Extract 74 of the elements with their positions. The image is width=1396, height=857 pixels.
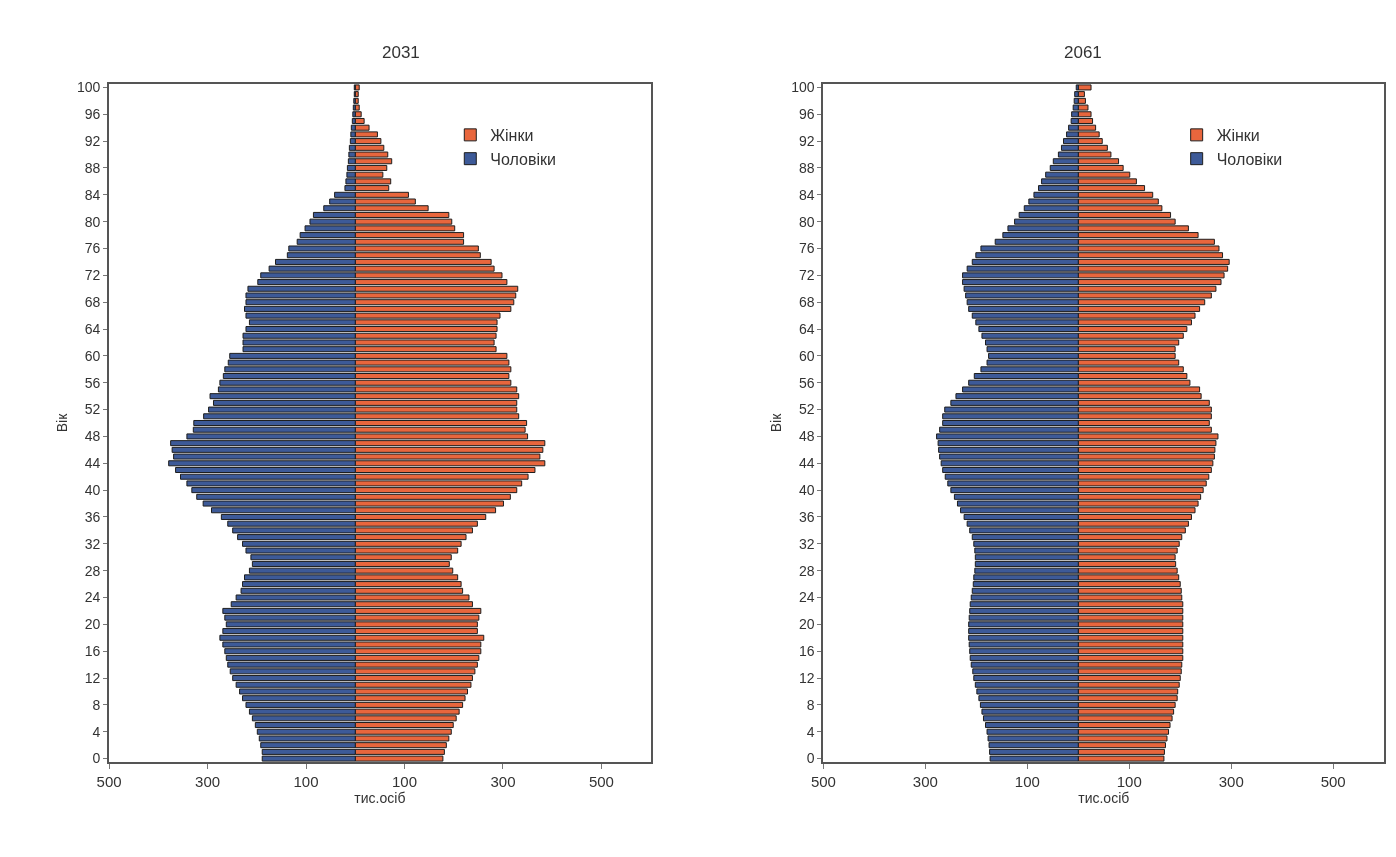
y-tick-label: 8 bbox=[806, 696, 815, 713]
y-tick-label: 96 bbox=[84, 106, 101, 123]
y-tick-label: 0 bbox=[806, 750, 815, 767]
y-tick-label: 96 bbox=[799, 106, 815, 123]
y-tick-label: 100 bbox=[76, 79, 101, 96]
y-tick-label: 28 bbox=[799, 562, 815, 579]
y-tick-label: 64 bbox=[84, 320, 101, 337]
y-tick-label: 100 bbox=[791, 79, 815, 96]
legend-label: Жінки bbox=[1216, 127, 1260, 145]
x-tick-label: 100 bbox=[1014, 772, 1040, 790]
y-tick-label: 24 bbox=[84, 589, 101, 606]
x-tick-label: 500 bbox=[96, 772, 122, 790]
y-tick-label: 36 bbox=[84, 508, 101, 525]
x-tick-label: 500 bbox=[1320, 772, 1346, 790]
y-tick-label: 8 bbox=[92, 696, 101, 713]
x-tick-label: 100 bbox=[391, 772, 418, 790]
x-tick-label: 500 bbox=[588, 772, 614, 790]
y-tick-label: 12 bbox=[84, 669, 101, 686]
y-tick-label: 36 bbox=[799, 508, 815, 525]
y-tick-label: 12 bbox=[799, 669, 815, 686]
y-tick-label: 4 bbox=[92, 723, 101, 740]
y-tick-label: 28 bbox=[84, 562, 101, 579]
y-tick-label: 4 bbox=[806, 723, 815, 740]
y-tick-label: 68 bbox=[84, 294, 101, 311]
chart-title: 2031 bbox=[382, 43, 420, 62]
x-tick-label: 300 bbox=[195, 772, 221, 790]
x-tick-label: 100 bbox=[1116, 772, 1142, 790]
legend-label: Жінки bbox=[490, 127, 534, 145]
x-tick-label: 500 bbox=[810, 772, 836, 790]
y-tick-label: 88 bbox=[799, 159, 815, 176]
x-axis-title: тис.осіб bbox=[354, 789, 406, 806]
y-tick-label: 80 bbox=[84, 213, 101, 230]
y-tick-label: 64 bbox=[799, 320, 815, 337]
chart-title: 2061 bbox=[1064, 43, 1102, 62]
y-tick-label: 68 bbox=[799, 294, 815, 311]
x-axis-title: тис.осіб bbox=[1078, 789, 1130, 806]
y-tick-label: 32 bbox=[84, 535, 101, 552]
y-tick-label: 56 bbox=[799, 374, 815, 391]
y-tick-label: 52 bbox=[799, 401, 815, 418]
y-tick-label: 88 bbox=[84, 159, 101, 176]
y-tick-label: 48 bbox=[84, 428, 101, 445]
y-tick-label: 56 bbox=[84, 374, 101, 391]
x-tick-label: 300 bbox=[1218, 772, 1244, 790]
y-tick-label: 72 bbox=[799, 267, 815, 284]
y-tick-label: 20 bbox=[84, 616, 101, 633]
y-tick-label: 84 bbox=[799, 186, 815, 203]
y-tick-label: 92 bbox=[799, 133, 815, 150]
y-tick-label: 40 bbox=[84, 482, 101, 499]
x-tick-label: 300 bbox=[912, 772, 938, 790]
y-tick-label: 20 bbox=[799, 616, 815, 633]
y-tick-label: 48 bbox=[799, 428, 815, 445]
legend-label: Чоловіки bbox=[490, 150, 556, 168]
x-tick-label: 100 bbox=[293, 772, 319, 790]
y-tick-label: 92 bbox=[84, 133, 101, 150]
y-tick-label: 44 bbox=[84, 455, 101, 472]
y-tick-label: 76 bbox=[84, 240, 101, 257]
x-tick-label: 300 bbox=[490, 772, 516, 790]
y-tick-label: 52 bbox=[84, 401, 101, 418]
y-tick-label: 0 bbox=[92, 750, 101, 767]
y-tick-label: 80 bbox=[799, 213, 815, 230]
y-tick-label: 16 bbox=[84, 643, 101, 660]
y-tick-label: 44 bbox=[799, 455, 815, 472]
y-axis-title: Вік bbox=[768, 412, 785, 433]
y-tick-label: 60 bbox=[799, 347, 815, 364]
y-tick-label: 60 bbox=[84, 347, 101, 364]
y-tick-label: 24 bbox=[799, 589, 815, 606]
legend-label: Чоловіки bbox=[1216, 150, 1283, 168]
y-tick-label: 72 bbox=[84, 267, 101, 284]
y-tick-label: 76 bbox=[799, 240, 815, 257]
y-tick-label: 16 bbox=[799, 643, 815, 660]
y-tick-label: 32 bbox=[799, 535, 815, 552]
y-tick-label: 84 bbox=[84, 186, 101, 203]
y-axis-title: Вік bbox=[54, 412, 71, 433]
y-tick-label: 40 bbox=[799, 482, 815, 499]
